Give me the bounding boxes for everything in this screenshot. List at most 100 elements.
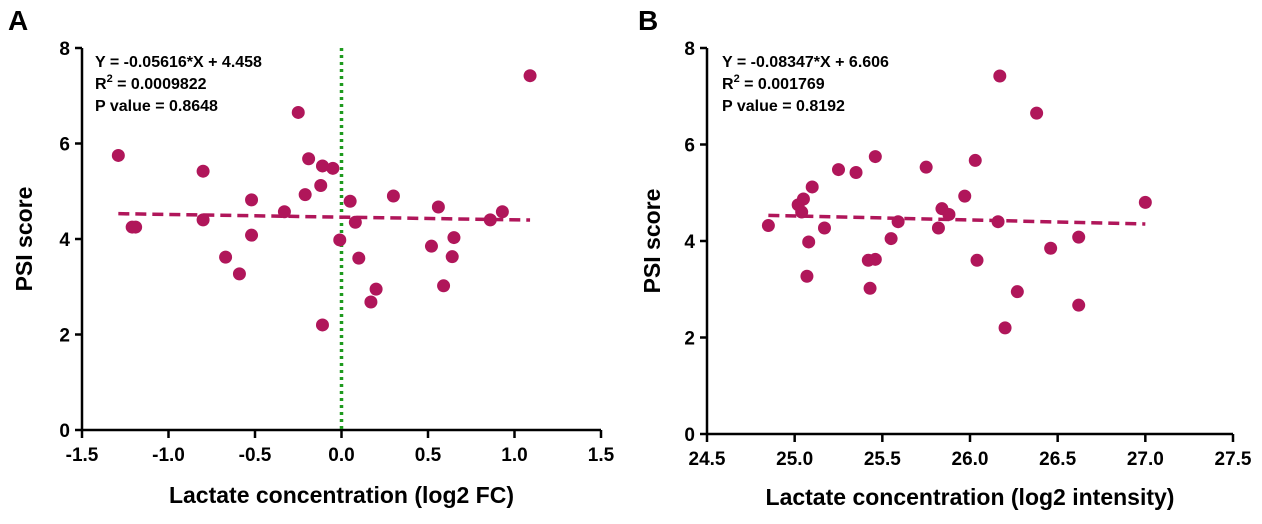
x-tick-label: 25.0 xyxy=(776,449,813,470)
x-tick-label: 25.5 xyxy=(864,449,901,470)
data-point xyxy=(993,69,1007,83)
data-point xyxy=(868,252,882,266)
data-point xyxy=(424,239,438,253)
p-value: P value = 0.8648 xyxy=(95,98,218,115)
data-point xyxy=(817,221,831,235)
data-point xyxy=(445,250,459,264)
y-tick-label: 6 xyxy=(59,135,70,156)
data-point xyxy=(219,250,233,264)
x-tick-label: 26.5 xyxy=(1039,449,1076,470)
x-tick-label: 27.0 xyxy=(1127,449,1164,470)
y-tick-label: 8 xyxy=(684,39,695,60)
data-point xyxy=(968,153,982,167)
data-point xyxy=(884,232,898,246)
y-tick-label: 6 xyxy=(684,136,695,157)
x-tick-label: -1.0 xyxy=(152,445,185,466)
data-point xyxy=(1030,106,1044,120)
data-point xyxy=(1044,241,1058,255)
data-point xyxy=(1138,195,1152,209)
data-point xyxy=(1072,298,1086,312)
x-tick-label: 0.5 xyxy=(415,445,442,466)
x-tick-label: 26.0 xyxy=(952,449,989,470)
y-tick-label: 0 xyxy=(59,421,70,442)
data-point xyxy=(931,221,945,235)
data-point xyxy=(849,165,863,179)
x-tick-label: 27.5 xyxy=(1215,449,1252,470)
y-tick-label: 2 xyxy=(684,329,695,350)
data-point xyxy=(998,321,1012,335)
data-point xyxy=(348,215,362,229)
data-point xyxy=(483,213,497,227)
y-tick-label: 8 xyxy=(59,39,70,60)
data-point xyxy=(431,200,445,214)
data-point xyxy=(832,163,845,177)
data-point xyxy=(333,233,347,247)
y-tick-label: 4 xyxy=(684,232,695,253)
x-axis-label: Lactate concentration (log2 intensity) xyxy=(766,484,1175,510)
data-point xyxy=(386,189,400,203)
data-point xyxy=(196,213,210,227)
panel-a: A 0 2 4 6 8 -1.5 -1.0 -0.5 0.0 0.5 1.0 1.5 Lactate co… xyxy=(8,5,615,508)
r-squared: R2 = 0.001769 xyxy=(722,73,825,93)
data-point xyxy=(369,282,383,296)
data-point xyxy=(364,295,378,309)
data-point xyxy=(796,192,810,206)
data-point xyxy=(919,160,933,174)
data-point xyxy=(352,251,366,265)
data-point xyxy=(761,219,775,233)
x-tick-label: 1.0 xyxy=(501,445,527,466)
data-point xyxy=(437,279,451,293)
data-point xyxy=(343,194,357,208)
data-point xyxy=(523,69,537,83)
y-axis-label: PSI score xyxy=(639,189,665,294)
y-axis-label: PSI score xyxy=(11,187,37,292)
x-tick-label: 0.0 xyxy=(328,445,354,466)
regression-line xyxy=(768,213,1146,226)
data-point xyxy=(315,318,329,332)
data-point xyxy=(805,180,819,194)
y-tick-label: 0 xyxy=(684,425,695,446)
x-axis-label: Lactate concentration (log2 FC) xyxy=(169,482,514,508)
regression-line xyxy=(118,211,531,222)
regression-equation: Y = -0.08347*X + 6.606 xyxy=(722,54,889,71)
data-point xyxy=(245,193,259,207)
data-point xyxy=(315,159,329,173)
data-point xyxy=(232,267,246,281)
data-point xyxy=(970,253,984,267)
data-point xyxy=(326,161,340,175)
panel-label: A xyxy=(8,5,28,36)
data-point xyxy=(314,179,328,193)
x-tick-label: -0.5 xyxy=(239,445,272,466)
data-point xyxy=(942,207,956,221)
x-tick-label: 1.5 xyxy=(588,445,615,466)
data-point xyxy=(245,228,259,242)
data-point xyxy=(1010,285,1024,299)
data-point xyxy=(298,188,312,202)
data-point xyxy=(1072,230,1086,244)
data-point xyxy=(291,105,305,119)
data-point xyxy=(302,152,316,166)
data-point xyxy=(800,269,814,283)
data-point xyxy=(891,215,905,229)
x-tick-label: -1.5 xyxy=(66,445,99,466)
data-point xyxy=(802,235,816,249)
data-point xyxy=(863,281,877,295)
data-point xyxy=(991,215,1005,229)
r-squared: R2 = 0.0009822 xyxy=(95,73,207,93)
regression-equation: Y = -0.05616*X + 4.458 xyxy=(95,54,262,71)
p-value: P value = 0.8192 xyxy=(722,98,845,115)
data-point xyxy=(447,231,461,245)
panel-b: B 0 2 4 6 8 24.5 25.0 25.5 26.0 26.5 27.0 27.5 Lactat… xyxy=(638,5,1252,510)
y-tick-label: 4 xyxy=(59,230,70,251)
data-point xyxy=(868,150,882,164)
data-point xyxy=(111,148,125,162)
y-tick-label: 2 xyxy=(59,326,70,347)
data-point xyxy=(277,205,291,219)
panel-label: B xyxy=(638,5,658,36)
data-point xyxy=(196,164,210,178)
data-point xyxy=(795,205,809,219)
x-tick-label: 24.5 xyxy=(689,449,726,470)
data-point xyxy=(495,205,509,219)
